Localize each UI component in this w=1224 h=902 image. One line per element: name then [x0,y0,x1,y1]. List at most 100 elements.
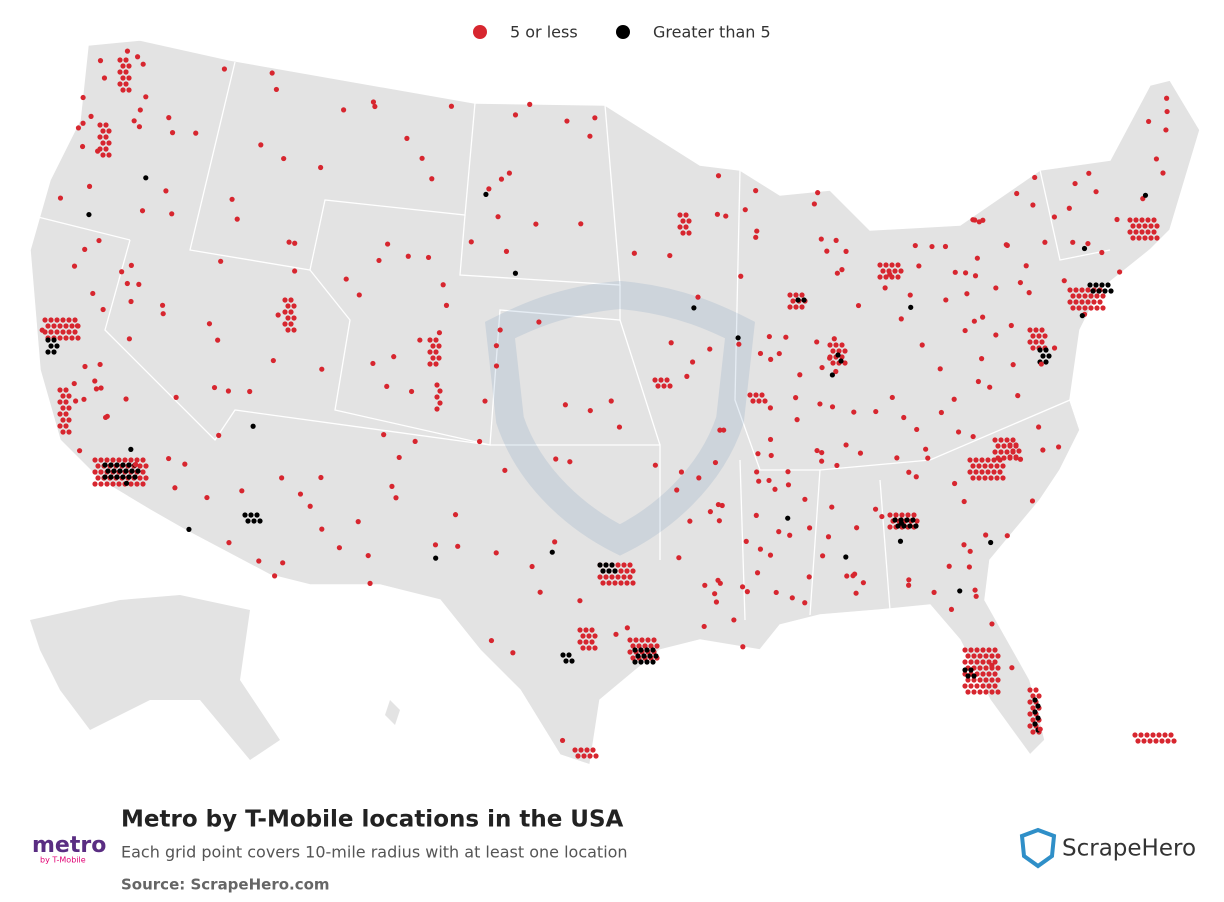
dot-many [962,667,968,673]
dot-few [370,360,376,367]
legend-swatch [473,25,487,39]
dot-few [42,317,48,323]
dot-few [396,454,402,461]
dot-few [1085,287,1091,293]
dot-few [63,411,69,417]
dot-few [806,574,812,580]
legend-swatch [616,25,630,39]
dot-few [753,392,759,398]
dot-few [281,155,287,162]
dot-many [512,270,519,276]
dot-few [766,333,772,340]
dot-many [907,523,913,529]
dot-few [979,469,985,475]
dot-many [638,659,644,665]
dot-few [1136,223,1142,229]
dot-few [417,337,423,343]
dot-few [767,552,774,558]
dot-few [204,494,210,501]
dot-few [39,327,45,333]
dot-few [393,495,399,501]
dot-few [768,452,774,459]
dot-many [250,423,256,429]
dot-few [965,677,971,683]
dot-few [980,659,986,665]
dot-few [652,377,658,383]
dot-few [839,354,845,360]
dot-few [753,234,759,240]
dot-few [116,457,122,463]
dot-few [1153,156,1160,162]
dot-many [257,518,263,524]
dot-few [630,568,636,574]
dot-few [985,457,991,463]
dot-many [644,647,650,653]
dot-few [234,216,240,222]
dot-few [767,436,774,443]
dot-few [211,384,218,391]
dot-few [1150,732,1156,738]
dot-few [1139,229,1145,235]
dot-few [618,580,624,586]
dot-few [1027,699,1033,705]
dot-few [589,627,595,633]
dot-few [1142,235,1148,241]
dot-many [910,517,916,523]
publisher-logo: ScrapeHero [1062,836,1196,862]
dot-few [989,653,995,659]
dot-few [443,302,450,308]
dot-few [687,518,693,524]
dot-many [895,523,901,529]
dot-few [81,396,87,402]
dot-few [970,463,976,469]
dot-few [503,248,510,254]
dot-many [135,468,141,474]
dot-few [1141,738,1147,744]
dot-few [802,600,808,606]
dot-few [842,360,848,366]
dot-few [54,329,60,335]
dot-few [911,512,917,518]
dot-many [123,480,130,486]
dot-few [645,637,651,643]
dot-few [1030,345,1036,351]
dot-few [986,647,992,653]
dot-few [408,388,415,395]
dot-many [1087,282,1093,288]
dot-few [270,357,276,364]
dot-few [96,237,102,244]
dot-few [1072,180,1078,187]
dot-few [97,58,104,64]
dot-many [965,673,971,679]
dot-few [577,627,583,633]
dot-few [60,405,66,411]
dot-few [696,475,702,481]
dot-few [1033,327,1039,333]
dot-few [1061,278,1067,284]
dot-few [1051,214,1057,220]
dot-few [880,268,886,274]
dot-few [901,414,907,421]
dot-few [92,469,98,475]
dot-few [833,342,839,348]
dot-few [137,107,143,113]
dot-few [931,589,937,595]
dot-few [57,411,63,417]
dot-few [742,207,748,213]
dot-few [258,142,264,148]
dot-few [72,317,78,323]
dot-few [887,512,893,518]
dot-few [427,337,433,343]
dot-few [630,580,636,586]
dot-few [1091,299,1097,305]
dot-few [989,677,995,683]
dot-few [753,512,759,519]
dot-few [674,487,680,493]
dot-few [495,214,501,220]
dot-few [51,323,57,329]
dot-few [297,491,304,497]
dot-many [988,539,994,546]
dot-few [427,349,433,355]
dot-few [74,323,81,329]
dot-few [430,355,436,361]
